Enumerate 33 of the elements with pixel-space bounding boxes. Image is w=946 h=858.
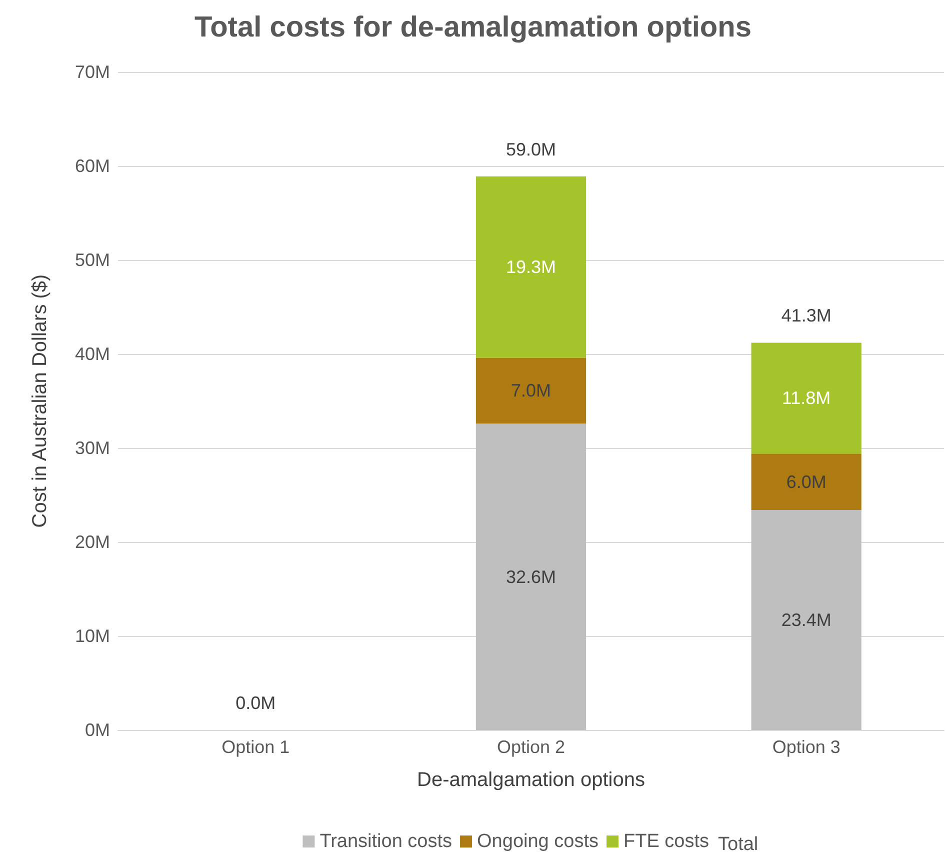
y-tick-label: 20M (74, 532, 110, 552)
bar (751, 454, 862, 510)
y-tick-label: 30M (74, 438, 110, 458)
bar (751, 510, 862, 730)
data-label: 7.0M (510, 380, 552, 401)
y-tick-label: 40M (74, 344, 110, 364)
x-axis-title: De-amalgamation options (417, 769, 645, 791)
total-label: 59.0M (506, 139, 556, 160)
data-label: 19.3M (506, 257, 556, 278)
data-label: 6.0M (786, 472, 826, 492)
total-label: 0.0M (236, 693, 276, 713)
legend-label: FTE costs (623, 831, 710, 852)
x-tick-label: Option 1 (222, 737, 290, 757)
text: Total (718, 834, 758, 855)
data-label: 32.6M (506, 566, 556, 587)
legend-label: Transition costs (320, 831, 452, 852)
y-tick-label: 0M (84, 720, 110, 740)
bar (476, 424, 586, 730)
y-tick-label: 70M (74, 62, 110, 82)
total-label: 41.3M (781, 306, 832, 326)
legend-label: Ongoing costs (477, 831, 598, 852)
bar (476, 176, 586, 358)
data-label: 23.4M (781, 610, 832, 630)
chart-title: Total costs for de-amalgamation options (194, 12, 752, 44)
x-tick-label: Option 3 (772, 737, 840, 757)
y-tick-label: 10M (74, 626, 110, 646)
x-tick-label: Option 2 (496, 737, 566, 757)
y-axis-title: Cost in Australian Dollars ($) (29, 274, 51, 528)
data-label: 11.8M (782, 388, 831, 408)
bar (751, 342, 862, 454)
bar (476, 358, 586, 424)
y-tick-label: 50M (74, 250, 110, 270)
y-tick-label: 60M (74, 156, 110, 176)
